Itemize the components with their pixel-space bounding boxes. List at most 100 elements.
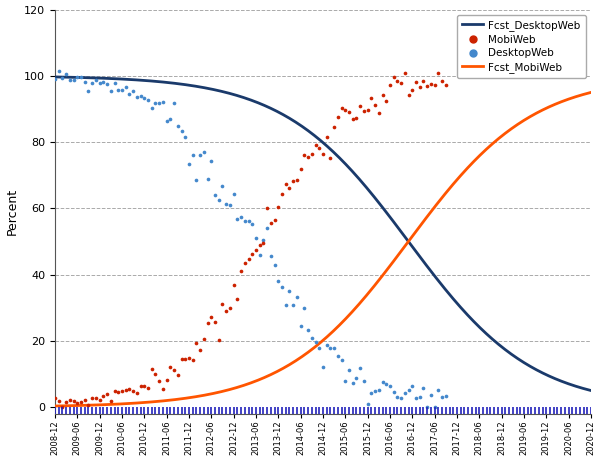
- Point: [58, 403, 67, 411]
- Point: [299, 151, 309, 159]
- Point: [203, 319, 212, 326]
- Point: [248, 220, 257, 227]
- Point: [329, 124, 339, 131]
- Point: [132, 389, 142, 396]
- Point: [304, 153, 313, 160]
- Point: [359, 377, 368, 384]
- Point: [188, 356, 198, 364]
- Point: [162, 377, 171, 384]
- Point: [277, 283, 287, 290]
- Point: [270, 216, 279, 224]
- Point: [188, 151, 198, 159]
- Point: [214, 196, 224, 203]
- Point: [210, 191, 220, 198]
- Point: [415, 394, 424, 401]
- Point: [337, 105, 346, 112]
- Point: [114, 86, 123, 93]
- Point: [337, 356, 346, 363]
- Point: [165, 363, 175, 371]
- Point: [363, 400, 373, 408]
- Point: [240, 259, 249, 266]
- Point: [262, 205, 272, 212]
- Point: [311, 338, 320, 345]
- Point: [370, 101, 380, 109]
- Point: [407, 382, 417, 390]
- Point: [318, 363, 328, 371]
- Point: [292, 293, 302, 301]
- Point: [270, 261, 279, 269]
- Point: [229, 190, 239, 197]
- Point: [355, 103, 365, 110]
- Point: [102, 80, 112, 87]
- Point: [296, 322, 305, 330]
- Point: [80, 396, 90, 404]
- Point: [76, 398, 86, 405]
- Point: [377, 92, 387, 99]
- Point: [136, 92, 145, 99]
- Point: [192, 176, 201, 183]
- Point: [106, 398, 115, 405]
- Point: [423, 403, 432, 411]
- Point: [195, 152, 205, 159]
- Point: [307, 334, 317, 342]
- Point: [87, 79, 97, 87]
- Point: [341, 106, 350, 113]
- Point: [69, 77, 78, 84]
- Point: [84, 87, 93, 95]
- Point: [396, 79, 406, 87]
- Point: [314, 344, 324, 351]
- Point: [225, 201, 235, 209]
- Point: [430, 82, 439, 89]
- Point: [233, 215, 242, 223]
- Point: [184, 354, 194, 361]
- Point: [91, 77, 101, 84]
- Point: [95, 80, 105, 87]
- Point: [326, 154, 335, 162]
- Point: [169, 99, 179, 106]
- Point: [333, 352, 343, 360]
- Point: [355, 364, 365, 371]
- Point: [199, 335, 209, 342]
- Point: [177, 356, 186, 363]
- Point: [441, 82, 451, 89]
- Point: [58, 74, 67, 82]
- Point: [374, 386, 383, 394]
- Point: [124, 90, 134, 97]
- Point: [99, 78, 108, 86]
- Point: [210, 319, 220, 326]
- Point: [240, 217, 249, 224]
- Point: [76, 74, 86, 81]
- Point: [273, 203, 283, 210]
- Point: [233, 295, 242, 302]
- Point: [314, 144, 324, 151]
- Point: [214, 337, 224, 344]
- Point: [344, 108, 354, 115]
- Point: [173, 372, 183, 379]
- Point: [389, 73, 398, 80]
- Point: [396, 395, 406, 402]
- Point: [173, 122, 183, 130]
- Point: [322, 134, 332, 141]
- Point: [318, 150, 328, 158]
- Point: [106, 88, 115, 95]
- Point: [258, 239, 268, 247]
- Point: [329, 344, 339, 352]
- Point: [407, 87, 417, 94]
- Point: [322, 342, 332, 349]
- Point: [258, 236, 268, 244]
- Point: [54, 67, 64, 74]
- Point: [207, 158, 216, 165]
- Point: [243, 255, 253, 263]
- Point: [180, 355, 190, 363]
- Point: [251, 246, 261, 253]
- Point: [382, 381, 391, 388]
- Point: [423, 82, 432, 89]
- Point: [129, 87, 138, 95]
- Point: [255, 242, 264, 249]
- Point: [207, 313, 216, 320]
- Point: [370, 387, 380, 395]
- Point: [281, 180, 290, 188]
- Point: [162, 118, 171, 125]
- Point: [385, 82, 395, 89]
- Point: [426, 81, 436, 88]
